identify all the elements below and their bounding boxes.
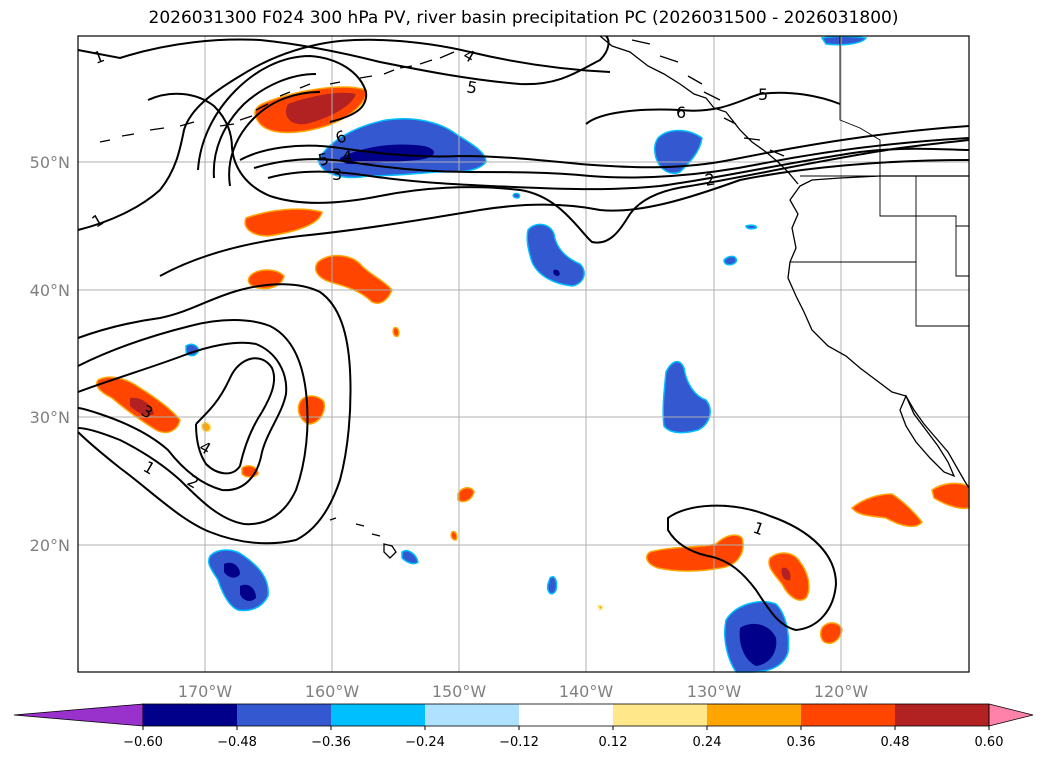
- lat-label-30: 30°N: [30, 408, 70, 427]
- map-frame: [77, 35, 970, 673]
- precip-positive-area: [392, 326, 400, 338]
- precip-negative-area: [512, 192, 521, 199]
- pv-contour-label: 2: [703, 169, 716, 189]
- lat-label-50: 50°N: [30, 153, 70, 172]
- precip-negative-area: [526, 223, 585, 287]
- pv-contour: [77, 38, 611, 231]
- pv-contour: [267, 147, 970, 191]
- precip-positive-area: [450, 530, 458, 541]
- colorbar-tick-label: 0.24: [693, 735, 722, 750]
- pv-contour-label: 3: [332, 165, 342, 184]
- precip-positive-area: [200, 421, 212, 433]
- pv-contour: [585, 91, 841, 125]
- precip-positive-area: [819, 622, 843, 644]
- state-borders: [790, 36, 969, 327]
- precip-negative-area: [546, 576, 558, 595]
- pv-contour-label: 5: [316, 149, 331, 170]
- pv-contour: [77, 319, 309, 526]
- precip-positive-core: [130, 397, 154, 416]
- precip-negative-core: [240, 584, 256, 601]
- pv-contour: [77, 341, 288, 492]
- hawaii-islands: [329, 517, 397, 559]
- colorbar-segment: [331, 704, 426, 726]
- lat-label-40: 40°N: [30, 281, 70, 300]
- figure-title: 2026031300 F024 300 hPa PV, river basin …: [148, 8, 899, 28]
- precip-negative-core: [224, 562, 240, 578]
- lon-label-130w: 130°W: [687, 682, 742, 701]
- colorbar-tick-label: −0.48: [217, 735, 257, 750]
- pv-contour: [212, 73, 317, 179]
- pv-contour-label: 5: [758, 85, 768, 104]
- colorbar-segment: [895, 704, 990, 726]
- colorbar-tick-label: 0.48: [881, 735, 910, 750]
- pv-contour: [77, 283, 352, 545]
- precip-positive-area: [244, 208, 323, 237]
- pv-contour: [197, 54, 368, 171]
- lon-label-120w: 120°W: [814, 682, 869, 701]
- lon-label-140w: 140°W: [559, 682, 614, 701]
- colorbar-segment: [801, 704, 896, 726]
- precip-negative-area: [723, 255, 738, 266]
- gridlines: [78, 36, 969, 672]
- precip-positive-area: [850, 493, 923, 528]
- pv-contour: [253, 137, 970, 179]
- colorbar-segment: [613, 704, 708, 726]
- colorbar-tick-label: −0.36: [311, 735, 351, 750]
- pv-contour-label: 4: [342, 147, 352, 166]
- lon-label-160w: 160°W: [305, 682, 360, 701]
- lon-label-170w: 170°W: [178, 682, 233, 701]
- colorbar-tick-label: 0.12: [599, 735, 628, 750]
- colorbar-tick-label: 0.60: [975, 735, 1004, 750]
- pv-contour: [667, 504, 838, 632]
- pv-contours: [77, 35, 970, 632]
- colorbar-tick-label: −0.60: [123, 735, 163, 750]
- precip-positive-area: [457, 487, 475, 503]
- longitude-labels: 170°W 160°W 150°W 140°W 130°W 120°W: [178, 682, 869, 701]
- colorbar-tick-label: −0.24: [405, 735, 445, 750]
- north-america-coastline: [787, 175, 970, 489]
- pv-contour: [77, 35, 610, 86]
- colorbar-segment: [519, 704, 614, 726]
- colorbar-extend-max: [988, 703, 1034, 727]
- lon-label-150w: 150°W: [432, 682, 487, 701]
- colorbar-tick-label: 0.36: [787, 735, 816, 750]
- colorbar-segment: [237, 704, 332, 726]
- pv-contour: [147, 92, 970, 244]
- pv-contour-label: 5: [465, 77, 478, 97]
- precip-negative-area: [653, 129, 703, 174]
- precip-negative-core: [553, 269, 560, 276]
- colorbar-segment: [425, 704, 520, 726]
- lat-label-20: 20°N: [30, 536, 70, 555]
- coastlines: [99, 35, 970, 559]
- alaska-bc-coastline: [599, 35, 799, 185]
- pv-contour: [228, 91, 321, 187]
- colorbar-segment: [707, 704, 802, 726]
- latitude-labels: 50°N 40°N 30°N 20°N: [30, 153, 70, 555]
- colorbar-extend-min: [13, 703, 144, 727]
- precip-negative-area: [820, 35, 868, 46]
- pv-contour: [159, 159, 970, 277]
- pv-contour: [195, 357, 276, 475]
- pv-contour: [239, 125, 970, 169]
- precip-positive-area: [314, 254, 393, 304]
- colorbar: −0.60 −0.48 −0.36 −0.24 −0.12 0.12 0.24 0.36 0.4…: [13, 703, 1034, 750]
- colorbar-tick-label: −0.12: [499, 735, 539, 750]
- precip-negative-area: [401, 550, 419, 565]
- precip-negative-core: [739, 623, 777, 666]
- precip-positive-area: [596, 604, 603, 612]
- colorbar-segment: [143, 704, 238, 726]
- precip-positive-core: [781, 567, 791, 581]
- precip-positive-core: [286, 92, 356, 125]
- pv-contour-label: 6: [676, 103, 686, 122]
- precip-negative-area: [745, 224, 758, 230]
- map-panel: 1 1 4 5 5 6 6 5 4 3 2 3 4 1 2 1: [77, 35, 970, 673]
- baja-coastline: [899, 394, 956, 478]
- colorbar-border: [142, 703, 990, 727]
